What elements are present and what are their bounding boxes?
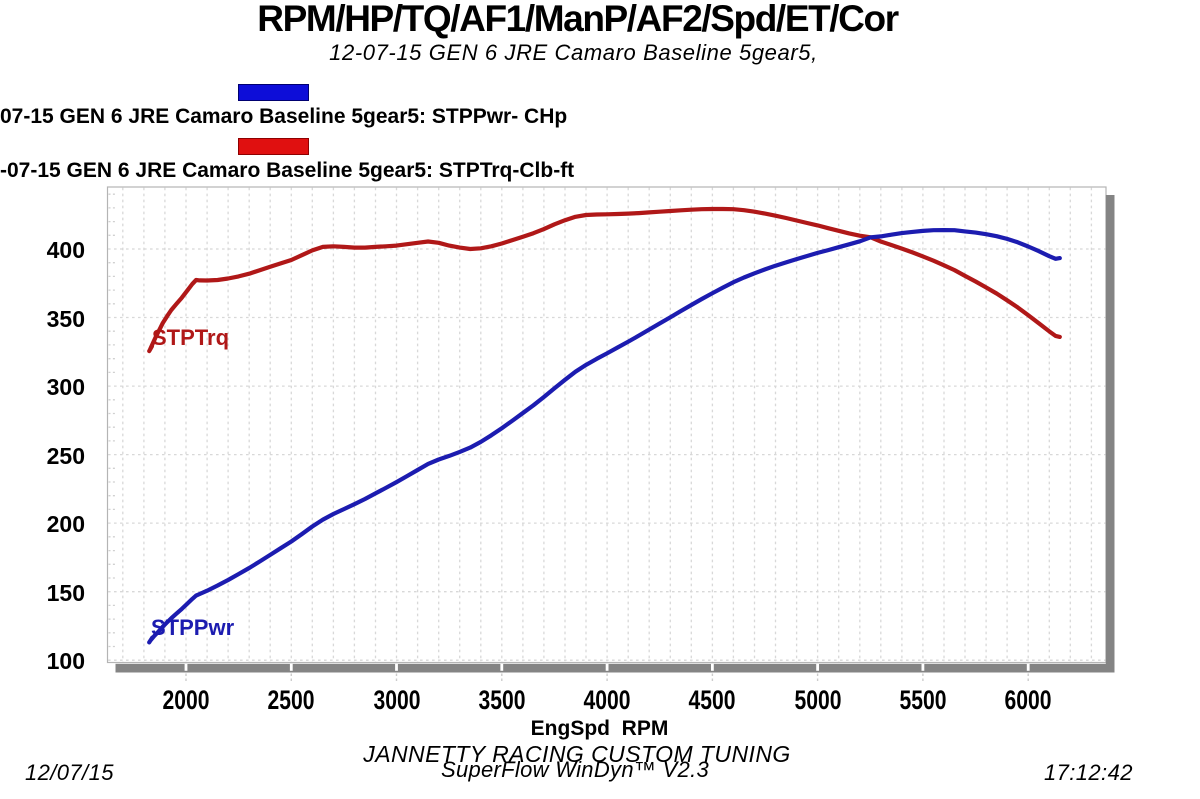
svg-text:STPPwr: STPPwr: [151, 615, 235, 640]
svg-text:STPTrq: STPTrq: [152, 325, 229, 350]
